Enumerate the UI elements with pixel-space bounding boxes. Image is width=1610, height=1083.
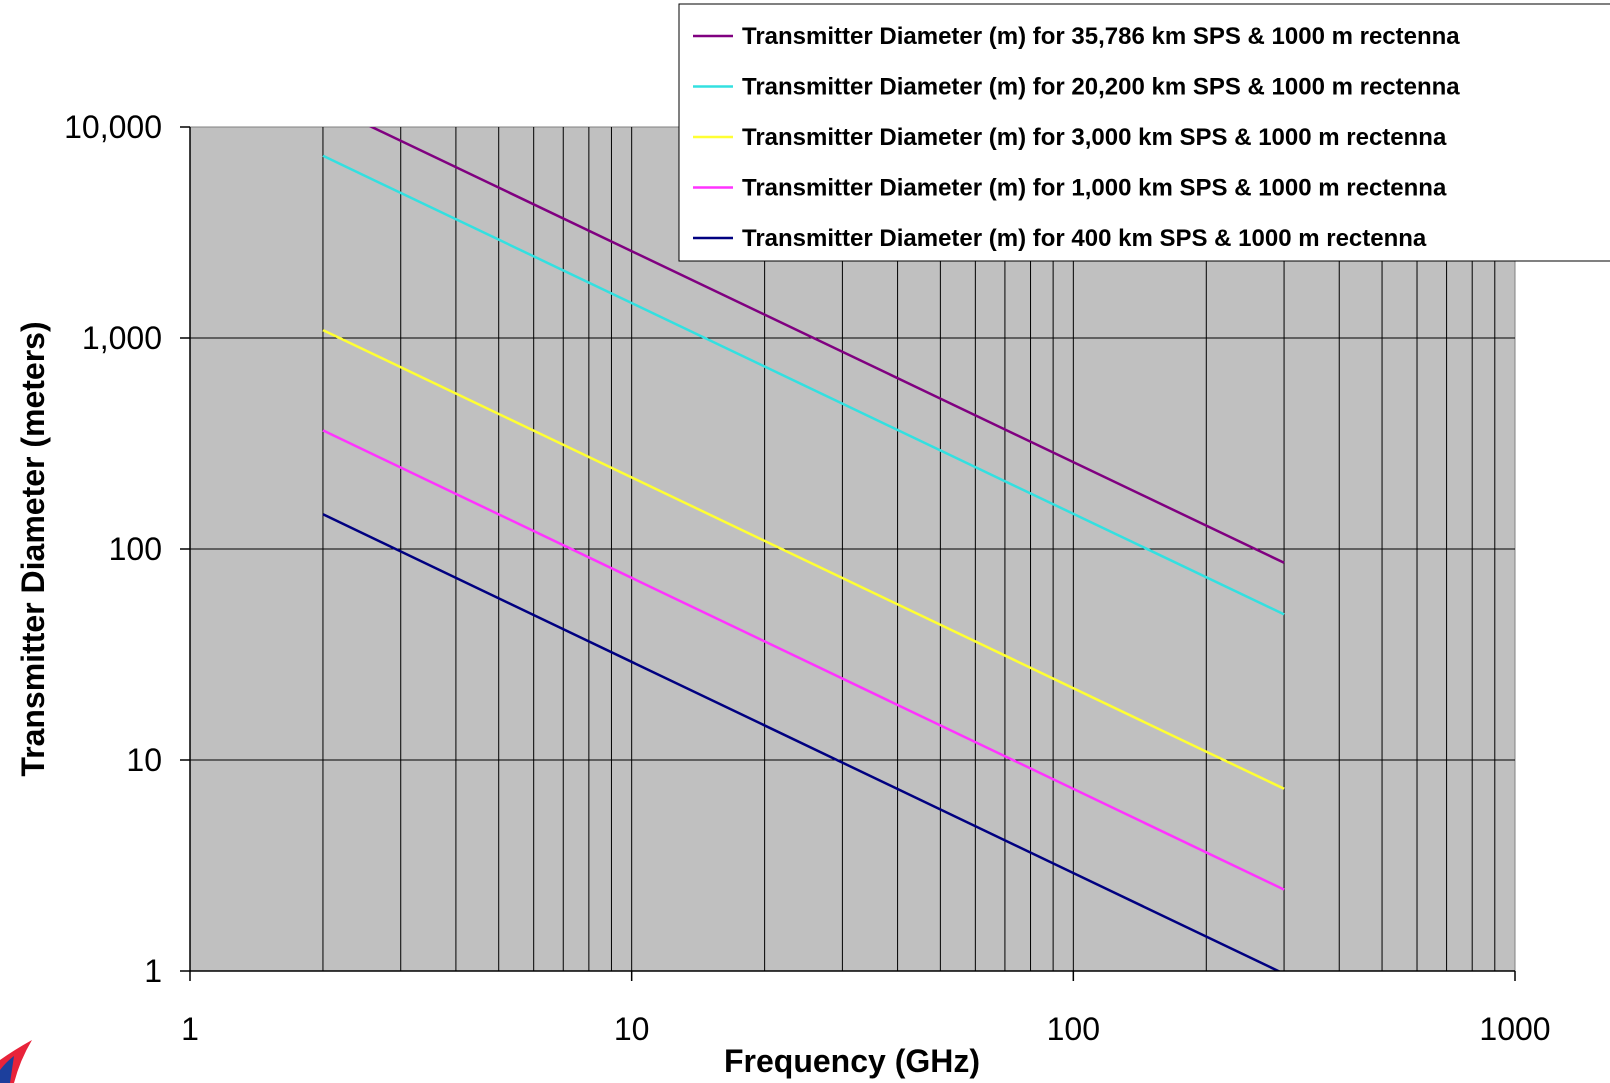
legend-label-4: Transmitter Diameter (m) for 1,000 km SP…: [742, 175, 1447, 202]
y-axis-title: Transmitter Diameter (meters): [15, 321, 51, 776]
y-tick-label: 10,000: [64, 109, 162, 145]
x-tick-label: 100: [1047, 1011, 1100, 1047]
series-lines: [322, 127, 1285, 971]
axes: [180, 126, 1516, 981]
legend-label-5: Transmitter Diameter (m) for 400 km SPS …: [742, 225, 1427, 252]
legend-label-1: Transmitter Diameter (m) for 35,786 km S…: [742, 23, 1460, 50]
legend: Transmitter Diameter (m) for 35,786 km S…: [678, 3, 1610, 262]
y-tick-label: 10: [126, 742, 162, 778]
gridlines: [190, 127, 1515, 971]
y-tick-label: 100: [109, 531, 162, 567]
y-tick-label: 1: [144, 953, 162, 989]
series-line-5: [322, 513, 1282, 971]
x-tick-label: 1000: [1479, 1011, 1550, 1047]
legend-box: [678, 3, 1610, 262]
x-axis-title: Frequency (GHz): [724, 1043, 980, 1079]
legend-label-3: Transmitter Diameter (m) for 3,000 km SP…: [742, 124, 1447, 151]
x-tick-label: 10: [614, 1011, 650, 1047]
y-tick-label: 1,000: [82, 320, 162, 356]
series-line-4: [322, 429, 1285, 891]
series-line-3: [322, 328, 1285, 790]
logo: [0, 1040, 32, 1083]
tick-labels: 1 10 100 1000 1 10 100 1,000 10,000: [64, 109, 1550, 1047]
series-line-2: [322, 154, 1285, 616]
series-line-1: [368, 127, 1285, 564]
x-tick-label: 1: [181, 1011, 199, 1047]
legend-label-2: Transmitter Diameter (m) for 20,200 km S…: [742, 74, 1460, 101]
